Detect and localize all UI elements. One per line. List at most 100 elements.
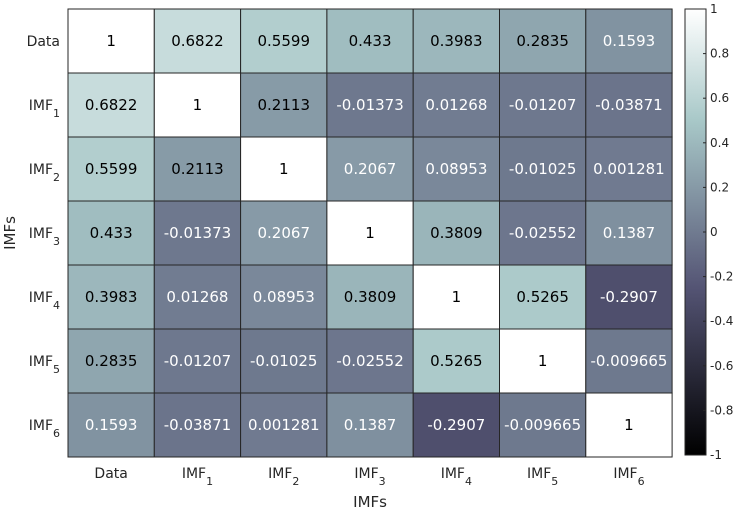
colorbar-tick-label: -1 — [710, 448, 722, 462]
cell-value-label: 0.1387 — [344, 416, 397, 434]
cell-value-label: 0.5599 — [85, 160, 138, 178]
cell-value-label: -0.03871 — [595, 96, 662, 114]
x-axis-label: IMFs — [353, 493, 387, 511]
cell-value-label: 0.5265 — [430, 352, 483, 370]
heatmap-cell — [240, 264, 328, 330]
heatmap-cell — [240, 392, 328, 458]
cell-value-label: 0.433 — [90, 224, 133, 242]
heatmap-cells: 1 0.6822 0.5599 0.433 0.3983 0.2835 0.1593 0.68… — [67, 8, 673, 458]
cell-value-label: 1 — [624, 416, 634, 434]
heatmap-cell — [153, 328, 242, 394]
colorbar-tick-label: -0.4 — [710, 314, 733, 328]
cell-value-label: 0.01268 — [166, 288, 228, 306]
cell-value-label: 0.433 — [349, 32, 392, 50]
heatmap-cell — [67, 328, 155, 394]
x-tick-label: IMF2 — [268, 466, 299, 488]
heatmap-cell — [412, 72, 501, 138]
heatmap-cell — [499, 72, 587, 138]
y-tick-label: Data — [27, 34, 60, 50]
cell-value-label: 0.2835 — [85, 352, 138, 370]
cell-value-label: 0.2067 — [344, 160, 397, 178]
heatmap-cell — [326, 8, 414, 74]
cell-value-label: 0.6822 — [171, 32, 224, 50]
y-axis-label: IMFs — [1, 216, 19, 250]
cell-value-label: -0.01025 — [509, 160, 576, 178]
heatmap-cell — [585, 264, 673, 330]
cell-value-label: -0.02552 — [509, 224, 576, 242]
cell-value-label: 0.2113 — [258, 96, 311, 114]
colorbar: 1 0.8 0.6 0.4 0.2 0 -0.2 -0.4 -0.6 -0.8 -1 — [684, 2, 733, 462]
colorbar-tick-label: -0.8 — [710, 403, 733, 417]
heatmap-cell — [412, 392, 501, 458]
cell-value-label: 0.6822 — [85, 96, 138, 114]
cell-value-label: 1 — [106, 32, 116, 50]
x-tick-label: IMF3 — [354, 466, 385, 488]
cell-value-label: 0.2113 — [171, 160, 224, 178]
colorbar-gradient — [684, 8, 707, 456]
heatmap-cell — [240, 72, 328, 138]
x-tick-label: IMF4 — [441, 466, 472, 488]
colorbar-tick-label: 0 — [710, 225, 718, 239]
colorbar-tick-label: 0.2 — [710, 180, 729, 194]
heatmap-cell — [153, 200, 242, 266]
colorbar-tick-label: 0.8 — [710, 47, 729, 61]
heatmap-cell — [67, 72, 155, 138]
cell-value-label: 0.3809 — [344, 288, 397, 306]
cell-value-label: -0.009665 — [504, 416, 581, 434]
colorbar-tick-label: 0.4 — [710, 136, 729, 150]
heatmap-cell — [585, 136, 673, 202]
cell-value-label: 0.2835 — [516, 32, 569, 50]
heatmap-cell — [153, 8, 242, 74]
heatmap-cell — [326, 392, 414, 458]
x-tick-label: IMF5 — [527, 466, 558, 488]
heatmap-cell — [326, 200, 414, 266]
colorbar-tick-label: -0.2 — [710, 270, 733, 284]
cell-value-label: 0.1387 — [603, 224, 656, 242]
cell-value-label: -0.01373 — [336, 96, 403, 114]
y-tick-label: IMF1 — [29, 98, 60, 120]
heatmap-cell — [240, 328, 328, 394]
cell-value-label: -0.009665 — [590, 352, 667, 370]
cell-value-label: -0.01207 — [164, 352, 231, 370]
heatmap-cell — [67, 200, 155, 266]
heatmap-cell — [67, 264, 155, 330]
heatmap-cell — [412, 136, 501, 202]
y-tick-label: IMF3 — [29, 226, 60, 248]
cell-value-label: 1 — [452, 288, 462, 306]
cell-value-label: 0.1593 — [85, 416, 138, 434]
x-tick-labels: Data IMF1 IMF2 IMF3 IMF4 IMF5 IMF6 — [94, 466, 644, 488]
x-tick-label: Data — [94, 466, 127, 482]
cell-value-label: 0.3809 — [430, 224, 483, 242]
y-tick-label: IMF4 — [29, 290, 60, 312]
cell-value-label: 1 — [279, 160, 289, 178]
heatmap-cell — [240, 8, 328, 74]
heatmap-cell — [499, 200, 587, 266]
heatmap-cell — [499, 8, 587, 74]
colorbar-tick-label: -0.6 — [710, 359, 733, 373]
cell-value-label: 0.001281 — [593, 160, 665, 178]
cell-value-label: -0.03871 — [164, 416, 231, 434]
heatmap-cell — [412, 8, 501, 74]
cell-value-label: 0.5265 — [516, 288, 569, 306]
heatmap-cell — [499, 136, 587, 202]
heatmap-cell — [240, 136, 328, 202]
cell-value-label: 0.01268 — [425, 96, 487, 114]
cell-value-label: 0.08953 — [253, 288, 315, 306]
heatmap-cell — [153, 136, 242, 202]
y-tick-label: IMF6 — [29, 418, 60, 440]
cell-value-label: 0.1593 — [603, 32, 656, 50]
cell-value-label: -0.02552 — [336, 352, 403, 370]
cell-value-label: 0.001281 — [248, 416, 320, 434]
heatmap-cell — [326, 328, 414, 394]
heatmap-cell — [585, 392, 673, 458]
colorbar-tick-label: 1 — [710, 2, 718, 16]
cell-value-label: 1 — [538, 352, 548, 370]
heatmap-cell — [326, 136, 414, 202]
y-tick-labels: Data IMF1 IMF2 IMF3 IMF4 IMF5 IMF6 — [27, 34, 60, 440]
cell-value-label: -0.01373 — [164, 224, 231, 242]
cell-value-label: 1 — [193, 96, 203, 114]
heatmap-cell — [67, 392, 155, 458]
cell-value-label: -0.2907 — [600, 288, 658, 306]
cell-value-label: 0.5599 — [258, 32, 311, 50]
